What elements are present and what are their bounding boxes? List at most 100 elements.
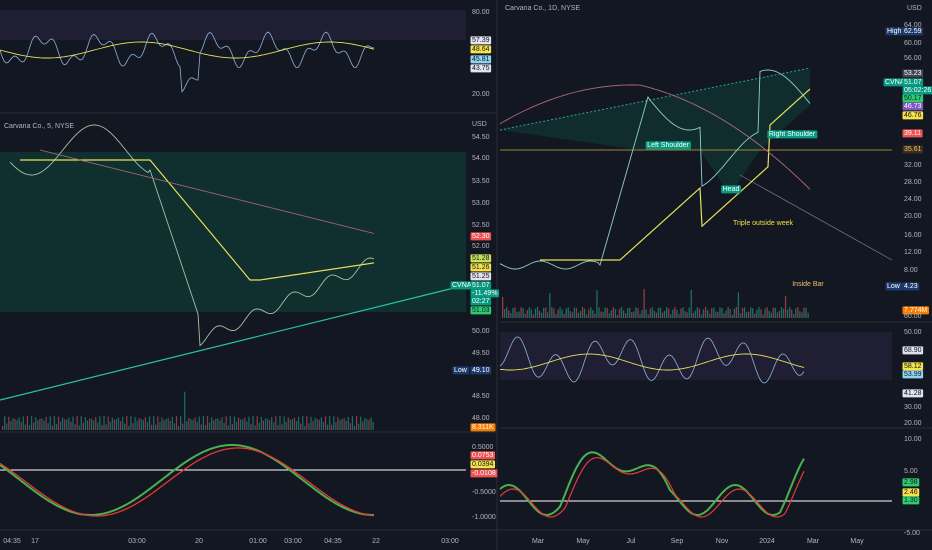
volume-bar: [571, 312, 573, 318]
label: High: [887, 28, 902, 35]
volume-bar: [93, 420, 95, 430]
volume-bar: [107, 416, 109, 430]
label: 0.5000: [472, 444, 494, 451]
label: 16.00: [904, 232, 922, 239]
volume-bar: [514, 307, 516, 318]
volume-bar: [298, 416, 300, 430]
volume-bar: [22, 416, 24, 430]
volume-bar: [18, 417, 20, 430]
volume-bar: [797, 307, 799, 318]
volume-bar: [26, 416, 29, 430]
volume-bar: [229, 416, 231, 430]
volume-bar: [132, 423, 134, 430]
volume-bar: [795, 308, 797, 318]
label: CVNA: [885, 79, 905, 86]
volume-bar: [55, 423, 58, 430]
label: 48.50: [472, 393, 490, 400]
volume-bar: [612, 307, 614, 318]
volume-bar: [320, 417, 322, 430]
volume-bar: [64, 419, 66, 430]
label: 12.00: [904, 249, 922, 256]
volume-bar: [2, 426, 4, 430]
label-bg: [902, 362, 924, 371]
volume-bar: [250, 423, 252, 430]
volume-bar: [341, 418, 343, 430]
volume-bar: [254, 425, 256, 430]
volume-bar: [264, 418, 267, 430]
volume-bar: [353, 425, 356, 430]
volume-bar: [766, 307, 768, 318]
volume-bar: [86, 420, 89, 430]
label: 54.00: [472, 155, 490, 162]
volume-bar: [635, 307, 637, 318]
label: 54.50: [472, 134, 490, 141]
volume-bar: [347, 416, 349, 430]
volume-bar: [547, 312, 549, 318]
volume-bar: [283, 416, 285, 430]
label-bg: [902, 346, 924, 355]
volume-bar: [752, 308, 754, 318]
label: 60.00: [904, 40, 922, 47]
label-bg: [470, 263, 492, 272]
volume-bar: [16, 419, 18, 430]
label: 1.30: [904, 497, 918, 504]
label: Jul: [627, 538, 636, 545]
volume-bar: [155, 424, 157, 430]
volume-bar: [128, 425, 130, 430]
label: 2.98: [904, 479, 918, 486]
volume-bar: [343, 418, 345, 430]
label: 8.00: [904, 267, 918, 274]
label-bg: [767, 130, 818, 139]
osc-line: [0, 444, 374, 516]
volume-bar: [625, 313, 627, 318]
label: 45.81: [472, 56, 490, 63]
label: Low: [887, 283, 901, 290]
volume-bar: [113, 419, 115, 430]
volume-bar: [510, 313, 512, 318]
volume-bar: [74, 424, 76, 430]
label: 17: [31, 538, 39, 545]
volume-bar: [737, 292, 740, 318]
label-bg: [470, 55, 492, 64]
volume-bar: [758, 307, 760, 318]
volume-bar: [549, 293, 551, 318]
label: Mar: [807, 538, 820, 545]
volume-bar: [756, 309, 758, 318]
volume-bar: [215, 418, 217, 430]
volume-bar: [24, 424, 26, 430]
volume-bar: [707, 310, 709, 318]
volume-bar: [192, 419, 194, 430]
rsi-line: [499, 336, 805, 384]
label: 01:00: [249, 538, 267, 545]
label-bg: [885, 282, 903, 291]
volume-bar: [786, 309, 789, 318]
label: Mar: [532, 538, 545, 545]
label-bg: [470, 36, 492, 45]
volume-bar: [277, 425, 279, 430]
label: 64.00: [904, 22, 922, 29]
label: 20.00: [904, 420, 922, 427]
volume-bar: [306, 416, 308, 430]
label: -0.5000: [472, 489, 496, 496]
label: Carvana Co., 1D, NYSE: [505, 5, 580, 12]
label: 53.99: [904, 371, 922, 378]
volume-bar: [329, 416, 331, 430]
volume-bar: [704, 307, 707, 318]
volume-bar: [180, 416, 182, 430]
label: 52.30: [472, 233, 490, 240]
volume-bar: [314, 418, 316, 430]
label-bg: [470, 306, 492, 315]
volume-bar: [351, 416, 354, 430]
label: Sep: [671, 538, 684, 545]
ema: [540, 88, 811, 261]
volume-bar: [801, 312, 803, 318]
volume-bar: [684, 311, 686, 318]
volume-bar: [316, 418, 318, 430]
volume-bar: [516, 311, 518, 318]
volume-bar: [142, 420, 144, 430]
label-bg: [902, 27, 924, 36]
volume-bar: [717, 311, 719, 318]
volume-bar: [518, 311, 520, 318]
volume-bar: [62, 417, 64, 430]
volume-bar: [709, 313, 711, 318]
